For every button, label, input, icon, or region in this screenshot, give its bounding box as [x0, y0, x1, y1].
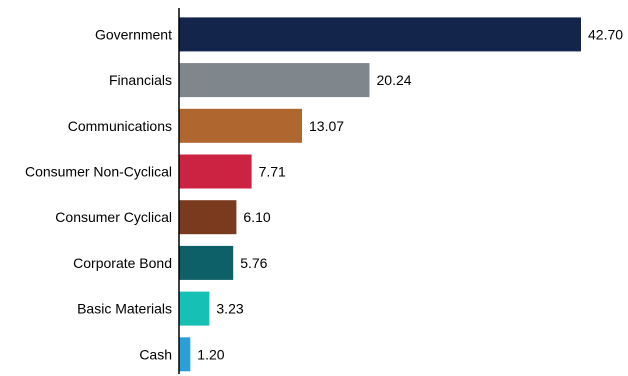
category-label: Basic Materials: [77, 301, 172, 317]
value-label: 7.71: [259, 163, 286, 179]
category-label: Consumer Cyclical: [55, 209, 172, 225]
bar-consumer-cyclical: [179, 200, 237, 235]
value-label: 42.70: [588, 26, 623, 42]
category-label: Corporate Bond: [73, 255, 172, 271]
value-label: 13.07: [309, 118, 344, 134]
value-labels-group: 42.70 20.24 13.07 7.71 6.10 5.76 3.23 1.20: [197, 26, 623, 362]
category-label: Cash: [139, 346, 172, 362]
value-label: 6.10: [243, 209, 270, 225]
value-label: 20.24: [377, 72, 412, 88]
value-label: 1.20: [197, 346, 224, 362]
bar-corporate-bond: [179, 245, 234, 280]
category-label: Government: [95, 26, 172, 42]
category-label: Communications: [68, 118, 172, 134]
bar-communications: [179, 108, 302, 143]
value-label: 5.76: [240, 255, 267, 271]
bar-cash: [179, 337, 191, 372]
category-label: Consumer Non-Cyclical: [25, 163, 172, 179]
bar-consumer-non-cyclical: [179, 154, 252, 189]
bar-financials: [179, 63, 370, 98]
category-labels-group: Government Financials Communications Consum…: [25, 26, 172, 362]
category-label: Financials: [109, 72, 172, 88]
bar-basic-materials: [179, 291, 210, 326]
value-label: 3.23: [216, 301, 243, 317]
bar-government: [179, 17, 581, 52]
bars-group: [179, 17, 581, 372]
